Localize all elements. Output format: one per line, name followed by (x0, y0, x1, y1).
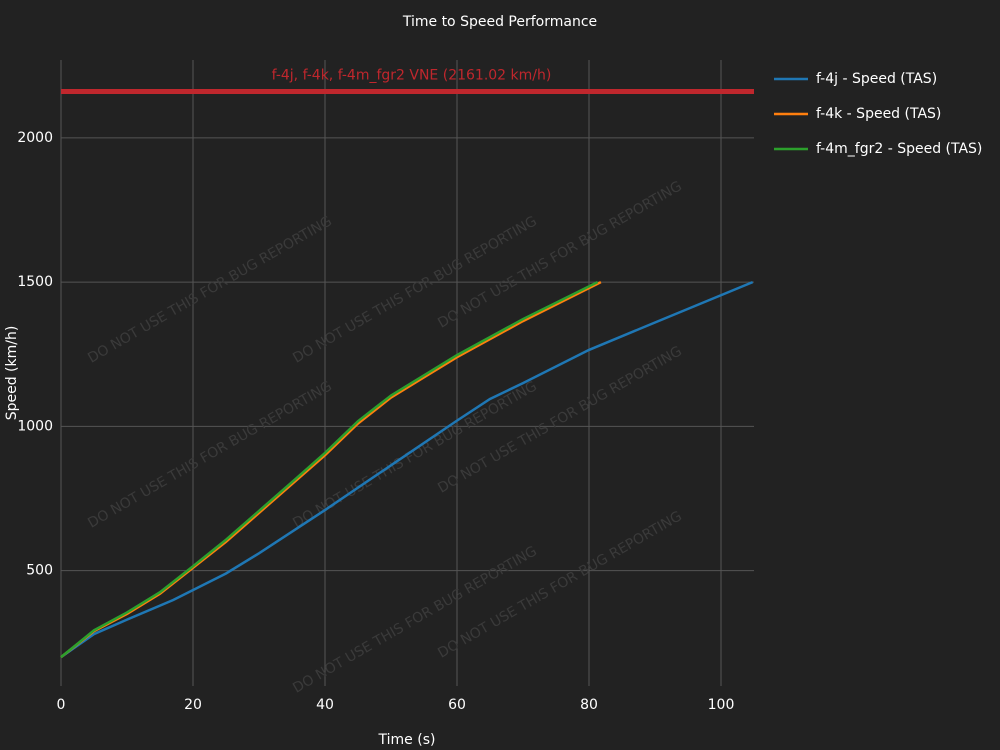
y-tick-label: 1000 (17, 418, 53, 434)
x-axis-label: Time (s) (378, 732, 436, 748)
y-tick-label: 1500 (17, 274, 53, 290)
x-tick-label: 100 (708, 697, 735, 713)
legend-label: f-4m_fgr2 - Speed (TAS) (816, 141, 982, 157)
y-tick-label: 2000 (17, 130, 53, 146)
x-tick-label: 0 (57, 697, 66, 713)
watermark: DO NOT USE THIS FOR BUG REPORTING (85, 213, 335, 366)
x-tick-label: 60 (448, 697, 466, 713)
chart-title: Time to Speed Performance (402, 14, 597, 30)
x-tick-label: 20 (184, 697, 202, 713)
x-tick-label: 80 (580, 697, 598, 713)
legend-label: f-4k - Speed (TAS) (816, 106, 941, 122)
line-series (60, 280, 754, 659)
watermark: DO NOT USE THIS FOR BUG REPORTING (85, 378, 335, 531)
reference-label: f-4j, f-4k, f-4m_fgr2 VNE (2161.02 km/h) (272, 67, 552, 83)
x-tick-label: 40 (316, 697, 334, 713)
y-axis-label: Speed (km/h) (4, 326, 20, 421)
legend-label: f-4j - Speed (TAS) (816, 71, 937, 87)
y-tick-label: 500 (26, 563, 53, 579)
line-series (60, 281, 599, 659)
